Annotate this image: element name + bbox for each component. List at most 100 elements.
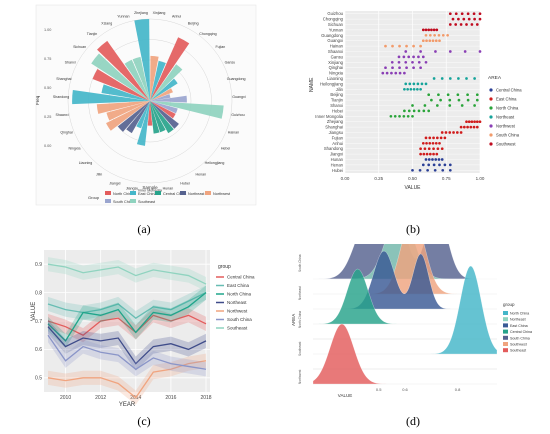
legend-label-3: Northeast (496, 115, 515, 120)
row-label-28: Henan (331, 162, 344, 167)
dot-2-3 (465, 23, 468, 26)
radial-bar-shaanxi (96, 101, 150, 114)
dot-24-0 (421, 141, 425, 145)
dot-16-4 (466, 98, 470, 102)
dot-10-5 (419, 66, 422, 70)
legend-key-0 (489, 88, 493, 92)
radial-bar-qinghai (106, 101, 150, 121)
x-tick-0: 0.00 (341, 176, 350, 181)
row-label-16: Tianjin (331, 98, 344, 103)
dot-19-5 (411, 114, 414, 118)
legend-title: group (218, 264, 231, 270)
dot-15-0 (427, 93, 431, 97)
row-label-3: Yunnan (329, 27, 344, 32)
radial-bar-jiangsu (136, 101, 150, 146)
dot-9-0 (390, 60, 394, 64)
legend-label-4: Northwest (496, 124, 516, 129)
x-tick-1: 0.25 (374, 176, 383, 181)
dot-10-0 (384, 66, 387, 70)
dot-15-4 (466, 93, 469, 97)
ridgeline-chart: 0.5 0.6 0.8 VALUE AREA Northwest Southeast Nort… (291, 244, 532, 398)
category-label-11: Heilongjiang (205, 161, 225, 165)
dot-18-0 (403, 109, 406, 113)
dot-17-2 (435, 104, 439, 107)
ribbon-4 (48, 353, 206, 405)
radial-bar-sichuan (91, 53, 150, 101)
row-label-21: Shanghai (325, 125, 343, 130)
dot-0-0 (448, 12, 452, 16)
dot-18-3 (417, 109, 421, 113)
x-tick-0: 0.5 (376, 387, 382, 392)
category-label-23: Shandong (53, 95, 69, 99)
dot-10-4 (412, 66, 415, 70)
row-label-23: Fujian (332, 135, 344, 140)
row-label-1: Chongqing (323, 17, 344, 22)
dot-18-1 (407, 109, 411, 113)
category-label-15: Inner Mongolia (138, 189, 162, 193)
dot-28-3 (438, 163, 441, 167)
legend-key-4 (489, 124, 493, 128)
category-label-8: Guizhou (231, 113, 244, 117)
dot-22-4 (455, 131, 459, 134)
radial-bar-guangxi (150, 95, 187, 103)
dot-20-4 (475, 120, 479, 124)
radial-bar-fujian (150, 78, 178, 101)
dot-16-0 (430, 98, 433, 102)
dot-7-1 (419, 50, 422, 53)
dot-26-5 (435, 152, 439, 156)
x-tick-4: 1.00 (476, 176, 485, 181)
dot-2-1 (454, 23, 458, 26)
dot-7-2 (434, 50, 437, 53)
radial-bar-jilin (126, 101, 150, 134)
category-label-22: Shaanxi (56, 113, 69, 117)
dot-26-0 (419, 152, 422, 156)
category-label-17: Jiangxi (109, 181, 120, 185)
dot-11-2 (390, 71, 393, 75)
dot-16-1 (439, 98, 442, 102)
row-label-24: Anhui (332, 141, 343, 146)
legend-key-1 (489, 97, 493, 101)
dot-19-4 (406, 114, 410, 118)
dot-9-2 (404, 60, 408, 64)
category-label-6: Guangdong (227, 77, 246, 81)
caption-b: (b) (406, 222, 420, 236)
dot-25-5 (440, 147, 444, 151)
dot-3-0 (421, 28, 425, 32)
dot-26-3 (428, 152, 432, 156)
dot-3-3 (430, 28, 433, 32)
radial-bar-hebei (150, 101, 176, 119)
dot-21-5 (475, 125, 479, 129)
dot-21-0 (459, 125, 463, 129)
dot-11-3 (394, 71, 398, 75)
dot-14-4 (416, 87, 419, 91)
dot-4-5 (446, 33, 449, 37)
dot-13-0 (404, 82, 408, 86)
legend-label-1: Northeast (510, 318, 526, 322)
dot-5-5 (438, 39, 441, 43)
legend-key-6 (503, 348, 508, 353)
dot-5-4 (434, 39, 438, 43)
y-tick-2: 0.7 (35, 319, 42, 325)
dot-20-1 (467, 120, 471, 124)
radial-bar-hainan (150, 101, 178, 114)
legend-label-1: East China (227, 283, 250, 288)
y-tick-4: 0.9 (35, 262, 42, 268)
dot-0-1 (454, 12, 458, 16)
dot-6-3 (405, 44, 408, 48)
radial-bar-xizang (124, 59, 150, 101)
dot-19-1 (393, 114, 397, 118)
legend-key-1 (503, 317, 508, 322)
dot-13-3 (416, 82, 420, 86)
dot-12-0 (432, 77, 436, 80)
dot-7-3 (448, 50, 452, 53)
radial-bar-yunnan (132, 56, 150, 101)
category-label-14: Hunan (163, 187, 174, 191)
legend-label-0: Central China (496, 88, 522, 93)
dot-19-3 (402, 114, 406, 118)
dot-3-2 (427, 28, 431, 32)
axis-title-area: AREA (291, 314, 296, 326)
category-label-12: Henan (196, 173, 207, 177)
dot-28-5 (448, 163, 452, 167)
freq-tick-3: 0.75 (44, 57, 51, 61)
legend-key-5 (105, 199, 111, 203)
